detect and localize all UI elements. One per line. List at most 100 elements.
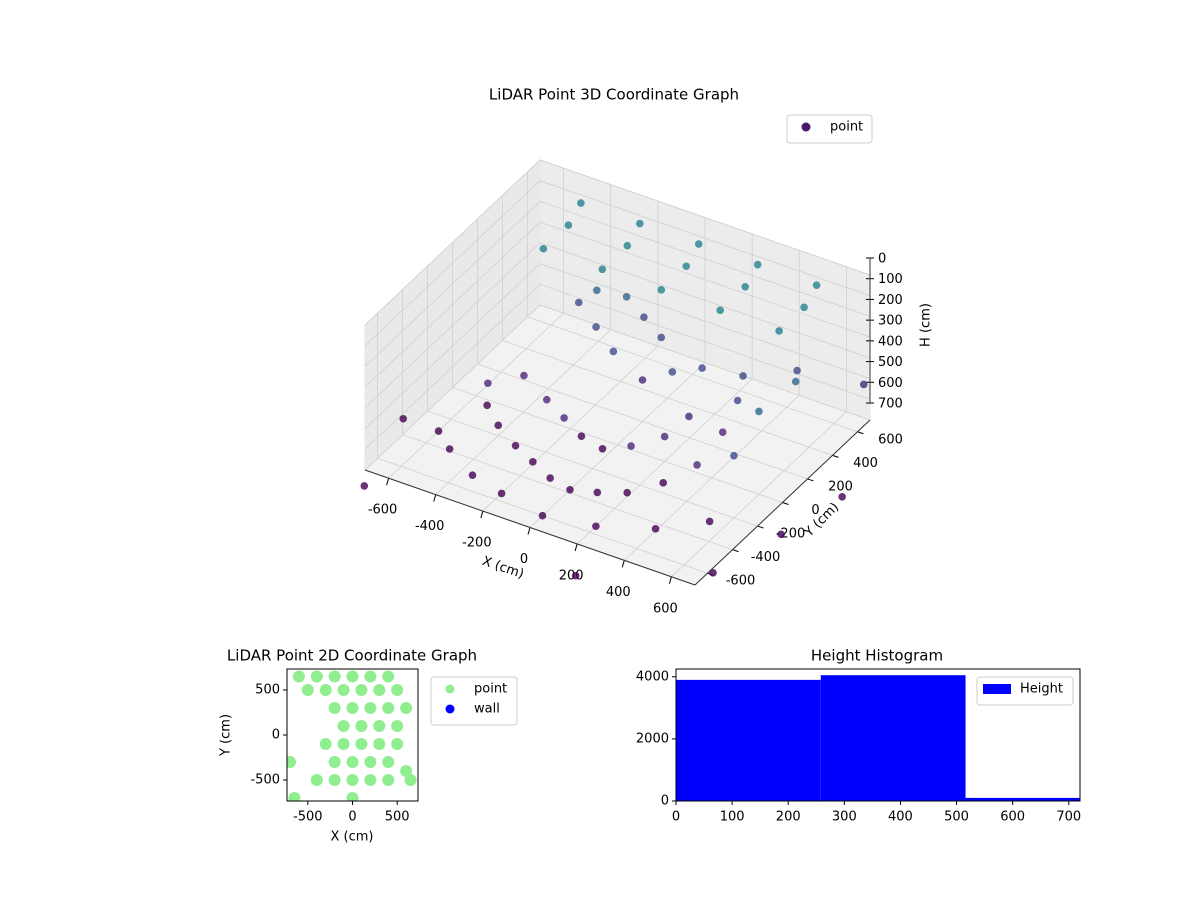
point	[310, 670, 323, 683]
y-tick	[857, 431, 864, 435]
point	[355, 683, 368, 696]
point	[546, 474, 554, 482]
point	[739, 372, 747, 380]
z-axis-label: H (cm)	[919, 303, 934, 347]
x-tick-label: 0	[348, 810, 356, 825]
point	[364, 701, 377, 714]
point	[346, 774, 359, 787]
point	[337, 683, 350, 696]
point	[542, 395, 551, 404]
point	[364, 756, 377, 769]
y-tick-label: 0	[661, 794, 669, 809]
x-tick	[480, 510, 484, 519]
point	[793, 366, 801, 375]
point	[346, 792, 359, 801]
y-tick-label: -200	[776, 527, 806, 542]
point	[859, 380, 868, 389]
point	[328, 701, 341, 714]
point	[529, 458, 537, 466]
point	[346, 670, 359, 683]
grid-line	[364, 263, 871, 429]
y-tick-label: 0	[811, 503, 819, 518]
point	[319, 738, 332, 751]
y-tick-label: 500	[255, 682, 280, 697]
point	[445, 445, 454, 453]
point	[292, 670, 305, 683]
point	[623, 488, 631, 497]
y-tick	[832, 454, 839, 458]
grid-line	[364, 180, 871, 347]
point	[577, 199, 585, 207]
y-axis	[694, 419, 871, 586]
point	[640, 313, 648, 321]
x-tick-label: -600	[368, 503, 398, 518]
point	[400, 701, 413, 714]
legend-label: wall	[474, 702, 500, 717]
point	[346, 756, 359, 769]
legend-label: Height	[1020, 682, 1063, 697]
point	[733, 396, 742, 405]
point	[337, 738, 350, 751]
point	[668, 368, 677, 376]
x-tick-label: 500	[385, 810, 410, 825]
z-tick-label: 0	[878, 252, 886, 267]
legend-marker	[801, 122, 811, 132]
point	[716, 306, 724, 315]
point	[571, 571, 580, 580]
z-tick-label: 700	[878, 397, 903, 412]
point	[560, 414, 568, 422]
point	[705, 517, 714, 526]
y-tick-label: 200	[828, 479, 853, 494]
point	[753, 260, 762, 269]
x-tick-label: 600	[653, 601, 678, 616]
point	[741, 282, 749, 291]
point	[328, 670, 341, 683]
point	[574, 298, 583, 307]
point	[694, 240, 703, 248]
y-tick-label: -600	[726, 574, 756, 589]
point	[360, 482, 369, 490]
point	[539, 244, 548, 253]
x-tick-label: -400	[415, 519, 445, 534]
y-tick-label: 4000	[636, 669, 669, 684]
point	[755, 407, 763, 416]
point	[484, 379, 492, 388]
point	[800, 303, 808, 312]
point	[364, 774, 377, 787]
x-tick	[574, 543, 578, 552]
point	[373, 719, 386, 732]
point	[812, 281, 821, 289]
legend-marker	[983, 684, 1011, 694]
point	[657, 333, 666, 342]
point	[382, 670, 395, 683]
z-tick-label: 100	[878, 272, 903, 287]
chart-title: LiDAR Point 3D Coordinate Graph	[489, 86, 739, 104]
y-tick	[757, 525, 764, 529]
y-tick	[807, 478, 814, 482]
point	[657, 286, 666, 294]
bar	[965, 797, 1080, 801]
point	[391, 738, 404, 751]
legend-label: point	[474, 682, 507, 697]
point	[564, 221, 573, 229]
y-tick-label: -400	[751, 550, 781, 565]
point	[775, 327, 783, 335]
legend-box	[786, 114, 873, 144]
x-tick-label: -200	[462, 536, 492, 551]
point	[577, 432, 586, 440]
x-tick-label: 400	[888, 810, 913, 825]
x-tick-label: 700	[1056, 810, 1081, 825]
point	[355, 719, 368, 732]
point	[622, 293, 631, 301]
legend-marker	[445, 684, 455, 694]
point	[638, 376, 647, 384]
y-tick-label: 0	[272, 728, 280, 743]
chart-title: LiDAR Point 2D Coordinate Graph	[227, 647, 477, 665]
y-tick-label: 600	[878, 432, 903, 447]
z-tick-label: 500	[878, 355, 903, 370]
y-tick-label: -500	[250, 773, 280, 788]
x-tick	[386, 478, 390, 486]
y-axis-label: Y (cm)	[801, 500, 842, 541]
point	[730, 451, 738, 460]
